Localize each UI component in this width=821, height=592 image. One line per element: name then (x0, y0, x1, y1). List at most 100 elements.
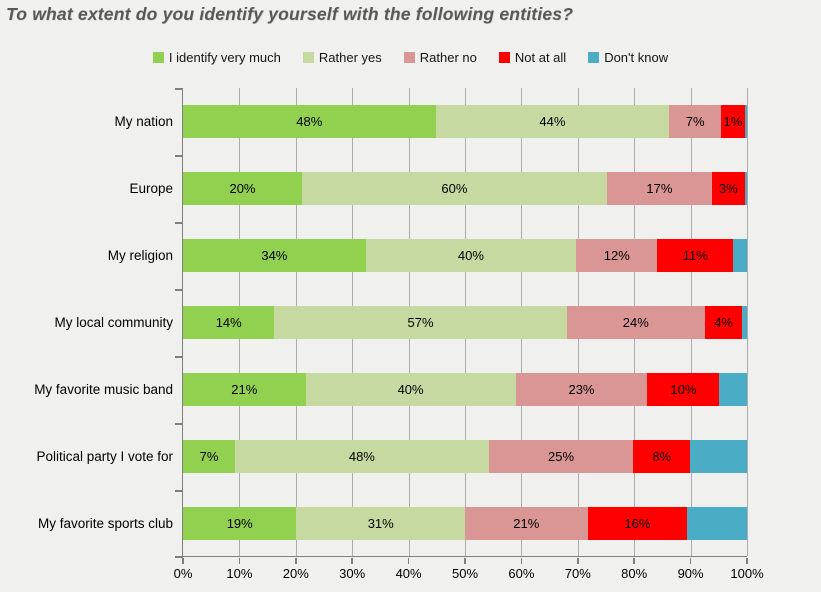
x-axis-tick-label: 50% (451, 566, 479, 581)
bar-segment-not-at-all: 16% (587, 507, 688, 540)
x-axis-tick (520, 557, 523, 564)
legend-label: Rather yes (318, 50, 382, 65)
data-label: 34% (261, 248, 288, 263)
bar-segment-dont-know (687, 507, 747, 540)
x-axis-tick (633, 557, 635, 564)
bar-segment-identify-very-much: 14% (183, 306, 275, 339)
chart-title: To what extent do you identify yourself … (6, 4, 574, 24)
stacked-bar: 7% 48% 25% 8% (183, 440, 748, 473)
y-axis-tick (175, 289, 183, 291)
x-axis-tick-label: 60% (508, 566, 535, 581)
y-axis-tick (175, 356, 183, 358)
data-label: 24% (622, 315, 649, 330)
x-axis-tick-label: 100% (730, 566, 764, 581)
y-axis-tick (175, 423, 183, 425)
data-label: 60% (441, 181, 468, 196)
x-axis-tick-label: 80% (621, 566, 648, 581)
bar-row: My religion 34% 40% 12% 11% (108, 222, 747, 289)
stacked-bar: 20% 60% 17% 3% (183, 172, 747, 205)
y-axis-tick (175, 155, 183, 157)
bar-segment-identify-very-much: 21% (183, 373, 306, 406)
plot-area: 0% 10% 20% 30% 40% 50% 60% 70% 80% 90% 100% My nati… (34, 88, 764, 581)
category-label: Europe (129, 181, 173, 196)
legend-label: Rather no (419, 50, 477, 65)
bar-segment-identify-very-much: 48% (183, 105, 436, 138)
bar-row: Europe 20% 60% 17% 3% (129, 155, 747, 222)
legend-item-dont-know: Don't know (588, 50, 668, 65)
x-axis-tick-label: 70% (564, 566, 591, 581)
bar-segment-rather-yes: 44% (435, 105, 670, 138)
x-axis-tick (182, 557, 184, 564)
category-label: My religion (107, 248, 173, 263)
stacked-bar: 14% 57% 24% 4% (183, 306, 747, 339)
data-label: 40% (457, 248, 484, 263)
data-label: 17% (646, 181, 673, 196)
data-label: 20% (229, 181, 256, 196)
bar-segment-rather-yes: 40% (305, 373, 516, 406)
stacked-bar: 34% 40% 12% 11% (183, 239, 747, 272)
y-axis-tick (175, 222, 183, 224)
bar-segment-not-at-all: 1% (721, 105, 745, 138)
x-axis-tick (407, 557, 410, 564)
data-label: 31% (367, 516, 394, 531)
bar-row: My favorite sports club 19% 31% 21% 16% (38, 490, 747, 557)
category-label: My favorite music band (34, 382, 173, 397)
bar-row: My local community 14% 57% 24% 4% (54, 289, 747, 356)
legend-swatch-identify-very-much (152, 52, 164, 63)
y-axis-tick (175, 490, 183, 492)
data-label: 57% (407, 315, 434, 330)
x-axis-tick-label: 30% (339, 566, 366, 581)
data-label: 4% (714, 315, 733, 330)
legend: I identify very much Rather yes Rather no N… (0, 50, 821, 65)
x-axis-tick-label: 40% (395, 566, 422, 581)
data-label: 21% (231, 382, 258, 397)
legend-item-identify-very-much: I identify very much (152, 50, 281, 65)
category-label: My local community (54, 315, 173, 330)
bar-segment-rather-yes: 40% (365, 239, 577, 272)
bar-segment-identify-very-much: 19% (183, 507, 297, 540)
bar-row: My favorite music band 21% 40% 23% 10% (34, 356, 747, 423)
data-label: 16% (624, 516, 651, 531)
data-label: 11% (682, 248, 708, 263)
x-axis-tick (577, 557, 579, 564)
bar-segment-dont-know (744, 105, 747, 138)
x-axis-tick (746, 557, 748, 564)
bar-segment-identify-very-much: 20% (183, 172, 302, 205)
bar-segment-not-at-all: 11% (657, 239, 734, 272)
bar-segment-dont-know (690, 440, 748, 473)
legend-swatch-not-at-all (498, 52, 510, 63)
legend-item-rather-no: Rather no (403, 50, 477, 65)
legend-swatch-rather-yes (302, 52, 314, 63)
bar-row: My nation 48% 44% 7% 1% (114, 88, 747, 155)
bar-segment-dont-know (742, 306, 747, 339)
bar-segment-rather-yes: 31% (296, 507, 465, 540)
bar-segment-identify-very-much: 34% (183, 239, 366, 272)
legend-swatch-rather-no (403, 52, 415, 63)
x-axis-tick-label: 0% (173, 566, 193, 581)
bar-segment-not-at-all: 4% (704, 306, 743, 339)
bar-segment-rather-no: 17% (606, 172, 712, 205)
stacked-bar: 21% 40% 23% 10% (183, 373, 747, 406)
x-axis-tick (351, 557, 353, 564)
data-label: 10% (670, 382, 697, 397)
bar-segment-dont-know (744, 172, 747, 205)
bar-segment-rather-no: 12% (576, 239, 658, 272)
legend-label: Not at all (514, 50, 567, 65)
bar-segment-dont-know (719, 373, 747, 406)
bar-segment-identify-very-much: 7% (183, 440, 235, 473)
bar-segment-not-at-all: 10% (647, 373, 720, 406)
category-label: Political party I vote for (36, 449, 173, 464)
y-axis-tick (175, 88, 183, 90)
bar-segment-rather-no: 23% (515, 373, 648, 406)
data-label: 12% (603, 248, 630, 263)
bar-row: Political party I vote for 7% 48% 25% 8% (36, 423, 748, 490)
data-label: 8% (652, 449, 672, 464)
legend-label: Don't know (604, 50, 669, 65)
bar-segment-rather-yes: 57% (274, 306, 567, 339)
category-label: My nation (114, 114, 173, 129)
x-axis-tick (464, 557, 466, 564)
data-label: 21% (513, 516, 540, 531)
data-label: 1% (723, 114, 743, 129)
data-label: 7% (685, 114, 705, 129)
